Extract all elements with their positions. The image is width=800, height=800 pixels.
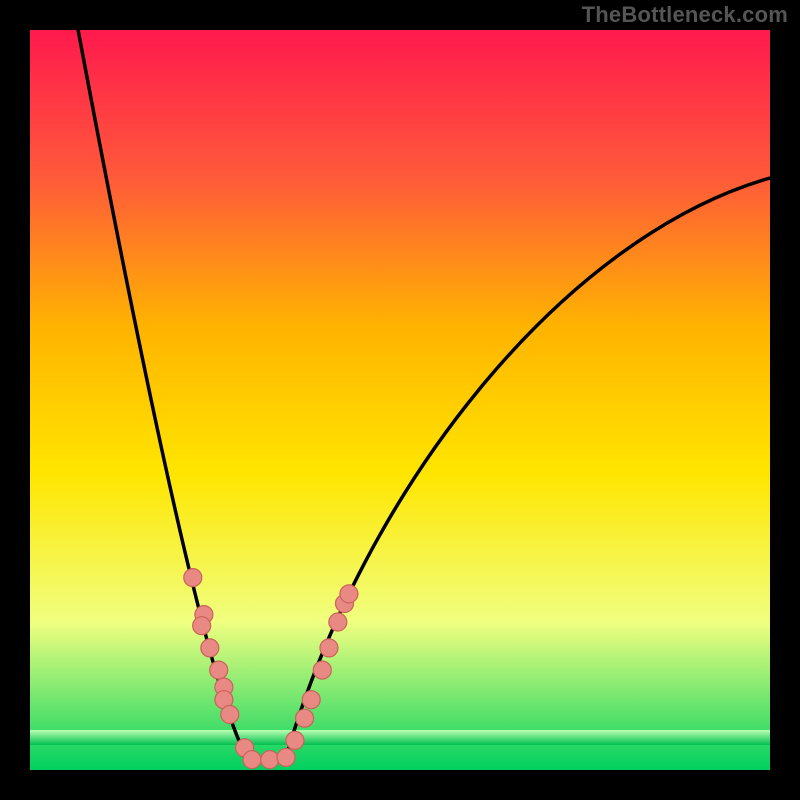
data-marker [261, 751, 279, 769]
data-marker [320, 639, 338, 657]
curve-right [285, 178, 770, 760]
data-marker [221, 706, 239, 724]
data-marker [277, 748, 295, 766]
data-marker [296, 709, 314, 727]
data-marker [302, 691, 320, 709]
data-marker [329, 613, 347, 631]
data-marker [286, 731, 304, 749]
chart-container: TheBottleneck.com [0, 0, 800, 800]
data-marker [340, 585, 358, 603]
data-marker [184, 569, 202, 587]
chart-svg [30, 30, 770, 770]
plot-area [30, 30, 770, 770]
data-marker [243, 751, 261, 769]
data-marker [201, 639, 219, 657]
green-band-rect [30, 730, 770, 745]
green-band [30, 730, 770, 745]
data-marker [193, 617, 211, 635]
curve-group [78, 30, 770, 760]
curve-left [78, 30, 248, 760]
watermark-text: TheBottleneck.com [582, 2, 788, 28]
data-marker [313, 661, 331, 679]
data-marker [210, 661, 228, 679]
